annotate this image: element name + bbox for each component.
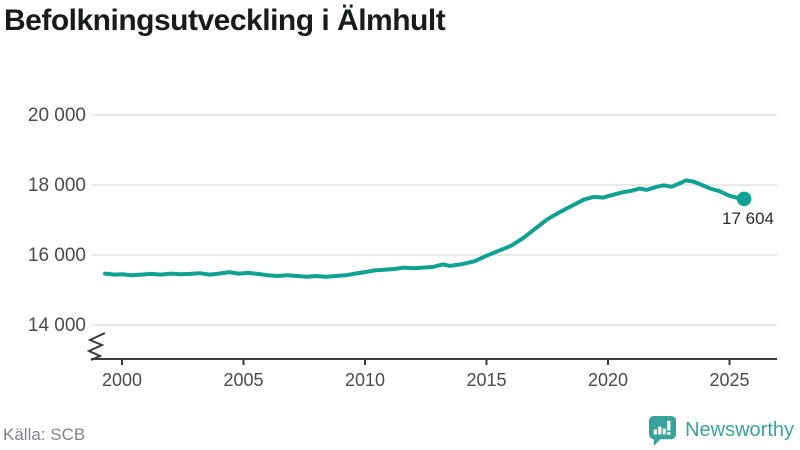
- population-series-line: [103, 178, 747, 279]
- last-data-point-marker: [736, 191, 752, 207]
- x-tick-label: 2000: [102, 370, 142, 390]
- x-tick-label: 2025: [709, 370, 749, 390]
- x-tick-label: 2010: [345, 370, 385, 390]
- y-tick-label: 20 000: [28, 105, 86, 126]
- y-axis-labels: 20 000 18 000 16 000 14 000: [28, 105, 86, 336]
- x-axis-ticks: [121, 359, 731, 365]
- x-tick-label: 2015: [466, 370, 506, 390]
- gridlines: [92, 114, 777, 326]
- newsworthy-wordmark: Newsworthy: [685, 419, 794, 441]
- y-tick-label: 14 000: [28, 315, 86, 336]
- last-value-label: 17 604: [722, 209, 774, 228]
- x-tick-label: 2005: [223, 370, 263, 390]
- page-title: Befolkningsutveckling i Älmhult: [4, 4, 446, 37]
- source-note: Källa: SCB: [3, 425, 86, 444]
- y-tick-label: 16 000: [28, 245, 86, 266]
- y-axis-break-icon: [86, 332, 106, 361]
- newsworthy-bar-chart-icon: [649, 415, 677, 446]
- y-tick-label: 18 000: [28, 175, 86, 196]
- newsworthy-logo-link[interactable]: Newsworthy: [647, 414, 794, 447]
- x-axis-labels: 2000 2005 2010 2015 2020 2025: [102, 370, 750, 390]
- x-tick-label: 2020: [588, 370, 628, 390]
